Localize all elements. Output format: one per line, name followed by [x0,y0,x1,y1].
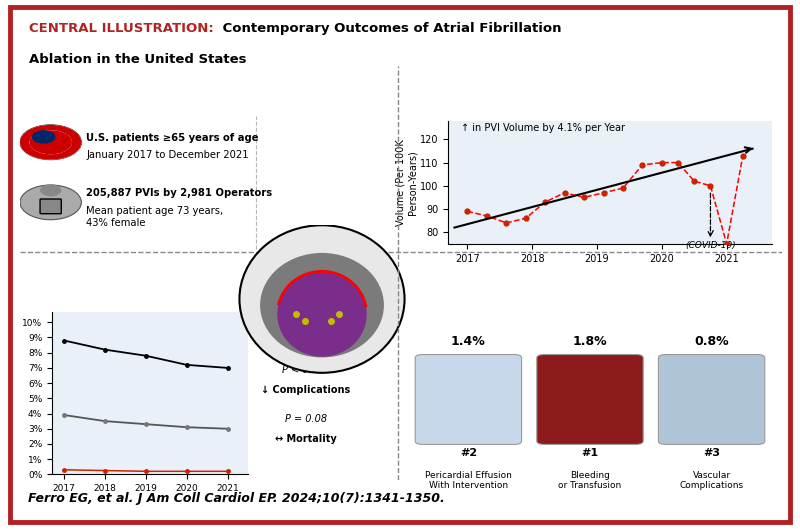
Text: Contemporary Outcomes of Atrial Fibrillation: Contemporary Outcomes of Atrial Fibrilla… [218,22,562,36]
Circle shape [239,225,405,373]
Text: #1: #1 [582,448,598,458]
Text: CENTRAL ILLUSTRATION:: CENTRAL ILLUSTRATION: [29,22,214,36]
Text: Bleeding
or Transfusion: Bleeding or Transfusion [558,471,622,490]
Text: P = 0.08: P = 0.08 [285,414,327,424]
Text: 0.8%: 0.8% [694,335,729,348]
Circle shape [40,184,62,196]
FancyBboxPatch shape [415,355,522,444]
Text: Ferro EG, et al. J Am Coll Cardiol EP. 2024;10(7):1341-1350.: Ferro EG, et al. J Am Coll Cardiol EP. 2… [28,492,444,505]
FancyBboxPatch shape [40,199,62,214]
Text: #3: #3 [703,448,720,458]
Text: 1.4%: 1.4% [451,335,486,348]
Text: A: A [32,86,42,100]
Text: Vascular
Complications: Vascular Complications [679,471,744,490]
Circle shape [20,125,82,160]
Y-axis label: Volume (Per 100K
Person-Years): Volume (Per 100K Person-Years) [395,139,417,226]
Circle shape [20,185,82,220]
Text: Trends in Annual Volume of PVI: Trends in Annual Volume of PVI [505,86,713,99]
Ellipse shape [278,272,366,357]
Text: 1.8%: 1.8% [573,335,607,348]
Text: B: B [415,86,426,100]
Text: January 2017 to December 2021: January 2017 to December 2021 [86,151,249,160]
Wedge shape [20,125,82,160]
Text: C: C [33,277,43,290]
Text: ↔ Mortality: ↔ Mortality [275,434,337,444]
Text: (COVID-19): (COVID-19) [685,242,736,251]
Text: ↓ Hospitalizations: ↓ Hospitalizations [256,339,356,349]
Text: Ablation in the United States: Ablation in the United States [29,53,246,66]
Text: ↓ Complications: ↓ Complications [262,385,350,395]
Text: U.S. patients ≥65 years of age: U.S. patients ≥65 years of age [86,133,258,143]
Ellipse shape [260,253,384,357]
Text: Trends in Outcomes
at 30 Days: Trends in Outcomes at 30 Days [77,273,201,294]
Text: Study Population:
U.S. Medicare Patients: Study Population: U.S. Medicare Patients [67,82,209,103]
Text: ↑ in PVI Volume by 4.1% per Year: ↑ in PVI Volume by 4.1% per Year [461,123,625,134]
Wedge shape [20,125,82,160]
Text: 205,887 PVIs by 2,981 Operators: 205,887 PVIs by 2,981 Operators [86,188,272,198]
Text: D: D [415,277,426,290]
FancyBboxPatch shape [658,355,765,444]
Text: Mean patient age 73 years,
43% female: Mean patient age 73 years, 43% female [86,206,223,228]
Circle shape [32,130,55,144]
Text: P < 0.0001: P < 0.0001 [278,320,334,330]
Wedge shape [20,125,82,160]
Text: P < 0.001: P < 0.001 [282,365,330,375]
Text: Pericardial Effusion
With Intervention: Pericardial Effusion With Intervention [425,471,512,490]
FancyBboxPatch shape [537,355,643,444]
Text: #2: #2 [460,448,477,458]
Text: Top Periprocedural Complications: Top Periprocedural Complications [498,277,720,290]
